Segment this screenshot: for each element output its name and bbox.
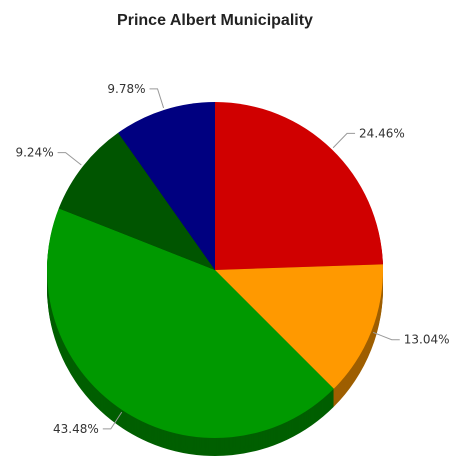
- slice-percent-label: 9.24%: [15, 146, 53, 160]
- slice-percent-label: 43.48%: [53, 422, 99, 436]
- slice-percent-label: 9.78%: [107, 82, 145, 96]
- slice-percent-label: 24.46%: [359, 126, 405, 140]
- pie-slice[interactable]: [46, 208, 334, 439]
- pie-slice[interactable]: [118, 102, 215, 270]
- pie-slice[interactable]: [215, 102, 383, 270]
- slice-leader-line: [332, 132, 356, 149]
- pie-slice[interactable]: [58, 132, 215, 270]
- slice-percent-label: 13.04%: [404, 333, 450, 347]
- slice-leader-line: [372, 331, 400, 341]
- pie-slice[interactable]: [215, 264, 383, 389]
- slice-leader-line: [149, 88, 165, 109]
- slice-leader-line: [57, 152, 82, 166]
- pie-slices: [46, 102, 383, 439]
- chart-title: Prince Albert Municipality: [117, 12, 313, 29]
- slice-leader-line: [102, 411, 123, 430]
- pie-labels: 24.46% 13.04% 43.48% 9.24% 9.78%: [15, 82, 449, 436]
